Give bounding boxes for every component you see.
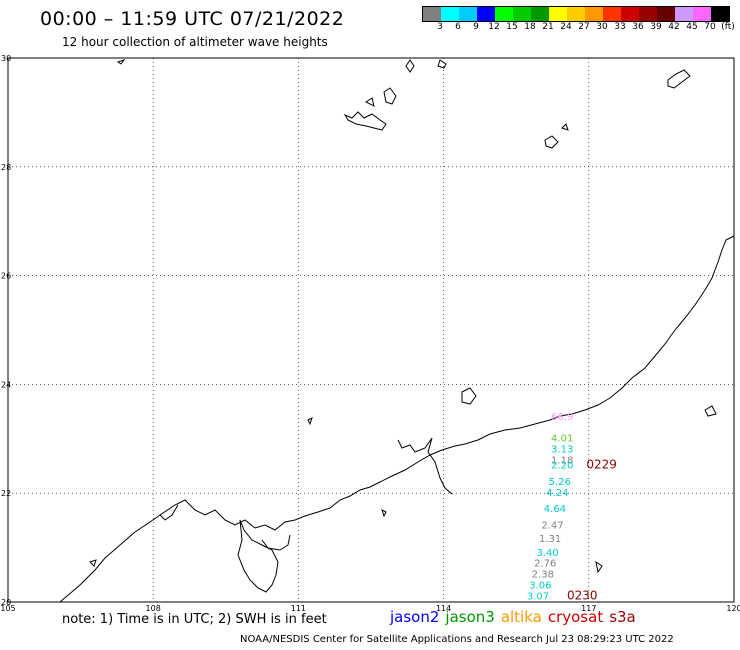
satellite-name: jason3	[445, 608, 495, 626]
legend-label: 12	[488, 22, 500, 32]
legend-label: 36	[632, 22, 644, 32]
legend-swatch	[549, 7, 567, 21]
legend-swatch	[675, 7, 693, 21]
legend-label: 9	[473, 22, 479, 32]
footer-note: note: 1) Time is in UTC; 2) SWH is in fe…	[62, 612, 327, 627]
legend-label: 27	[578, 22, 590, 32]
legend-swatch	[423, 7, 441, 21]
wave-height-label: 2.47	[541, 521, 563, 532]
y-tick-label: 22	[1, 489, 11, 498]
legend-label: 3	[437, 22, 443, 32]
x-tick-label: 105	[0, 604, 15, 613]
legend-swatch	[711, 7, 729, 21]
legend-swatch	[477, 7, 495, 21]
wave-height-label: 3.40	[537, 548, 559, 559]
wave-height-label: 2.20	[551, 461, 573, 472]
wave-height-label: 2.38	[532, 570, 554, 581]
legend-label: 6	[455, 22, 461, 32]
legend-label: 42	[668, 22, 680, 32]
wave-height-label: 4.01	[551, 434, 573, 445]
legend-label: 15	[506, 22, 518, 32]
wave-height-label: 3.13	[551, 444, 573, 455]
legend-labels: 3 6 9 12 15 18 21 24 27 30 33 36 39 42 45 70 (ft)	[422, 22, 735, 34]
coastline	[59, 59, 735, 603]
wave-height-label: 4.64	[544, 504, 566, 515]
legend-label: 45	[686, 22, 698, 32]
satellite-legend: jason2 jason3 altika cryosat s3a	[390, 608, 642, 626]
legend-swatch	[603, 7, 621, 21]
legend-swatch	[693, 7, 711, 21]
wave-height-label: 4.24	[546, 488, 568, 499]
color-legend	[422, 6, 730, 22]
legend-swatch	[621, 7, 639, 21]
footer-credit: NOAA/NESDIS Center for Satellite Applica…	[240, 634, 674, 645]
legend-swatch	[531, 7, 549, 21]
wave-height-label: 3.06	[529, 580, 551, 591]
legend-label: 33	[614, 22, 626, 32]
wave-height-label: 5.26	[549, 477, 571, 488]
legend-label: 70	[704, 22, 716, 32]
legend-swatch	[459, 7, 477, 21]
wave-height-label: 1.31	[539, 534, 561, 545]
legend-swatch	[495, 7, 513, 21]
legend-label: 21	[542, 22, 554, 32]
satellite-name: altika	[500, 608, 542, 626]
map-frame	[7, 57, 735, 603]
legend-label: 30	[596, 22, 608, 32]
legend-label: (ft)	[721, 22, 735, 32]
wave-height-label: 66.9	[551, 412, 573, 423]
x-tick-label: 111	[291, 604, 306, 613]
legend-label: 18	[524, 22, 536, 32]
x-tick-label: 120	[726, 604, 740, 613]
legend-swatch	[513, 7, 531, 21]
satellite-name: cryosat	[547, 608, 604, 626]
legend-label: 24	[560, 22, 572, 32]
legend-swatch	[639, 7, 657, 21]
y-tick-label: 24	[1, 380, 11, 389]
pass-time-label: 0230	[567, 588, 598, 602]
satellite-name: s3a	[609, 608, 636, 626]
wave-height-label: 2.76	[534, 559, 556, 570]
wave-height-label: 3.07	[527, 591, 549, 602]
grid: 105 108 111 114 117 120 20 22 24 26 28 30	[0, 54, 740, 613]
page-subtitle: 12 hour collection of altimeter wave hei…	[62, 35, 328, 49]
legend-swatch	[657, 7, 675, 21]
x-tick-label: 114	[436, 604, 451, 613]
x-tick-label: 117	[581, 604, 596, 613]
legend-swatch	[441, 7, 459, 21]
altimeter-track: 66.9 4.013.131.182.20 5.264.24 4.64 2.47 1.31…	[527, 412, 617, 603]
satellite-name: jason2	[390, 608, 440, 626]
page-title: 00:00 – 11:59 UTC 07/21/2022	[40, 8, 345, 30]
legend-swatch	[567, 7, 585, 21]
pass-time-label: 0229	[586, 458, 617, 472]
y-tick-label: 20	[1, 598, 11, 607]
y-tick-label: 30	[1, 54, 11, 63]
y-tick-label: 28	[1, 163, 11, 172]
y-tick-label: 26	[1, 272, 11, 281]
legend-swatch	[585, 7, 603, 21]
wave-height-label: 1.18	[551, 455, 573, 466]
x-tick-label: 108	[146, 604, 161, 613]
legend-label: 39	[650, 22, 662, 32]
